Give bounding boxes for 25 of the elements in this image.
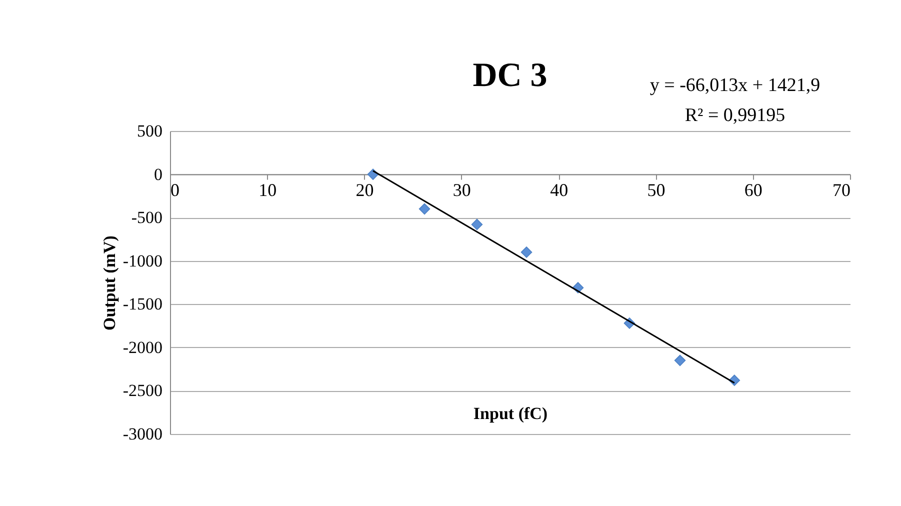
- y-tick-label: -3000: [122, 424, 162, 444]
- chart-title: DC 3: [472, 57, 548, 94]
- point: [471, 218, 483, 230]
- x-tick-label: 50: [647, 180, 666, 200]
- x-tick-label: 20: [356, 180, 374, 200]
- y-axis-title: Output (mV): [100, 236, 119, 330]
- y-tick-label: -2500: [122, 381, 162, 400]
- x-tick-label: 10: [258, 180, 277, 200]
- x-tick-label: 70: [832, 180, 850, 200]
- y-tick-label: -1000: [122, 251, 162, 270]
- text: y = -66,013x + 1421,9: [650, 75, 820, 96]
- x-tick-label: 40: [550, 180, 568, 200]
- y-tick-label: 500: [137, 122, 162, 140]
- x-tick-label: 30: [452, 180, 471, 200]
- y-tick-label: 0: [154, 164, 162, 184]
- x-tick-label: 0: [170, 180, 180, 200]
- x-axis-title: Input (fC): [473, 404, 548, 423]
- text: R² = 0,99195: [684, 105, 786, 126]
- point: [418, 203, 430, 215]
- y-tick-label: -2000: [122, 338, 162, 357]
- y-tick-label: -1500: [122, 294, 162, 314]
- point: [674, 354, 686, 366]
- y-tick-label: -500: [131, 208, 162, 228]
- x-tick-label: 60: [744, 180, 762, 200]
- point: [520, 246, 532, 258]
